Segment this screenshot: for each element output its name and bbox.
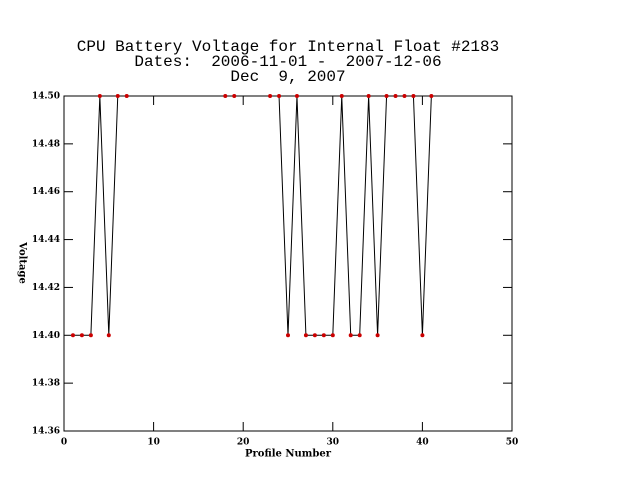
- y-tick-label: 14.40: [32, 331, 60, 341]
- plot-frame: [63, 95, 513, 432]
- data-point: [393, 94, 398, 98]
- chart-date: Dec 9, 2007: [230, 68, 345, 86]
- y-tick-label: 14.36: [32, 427, 60, 437]
- data-point: [339, 94, 344, 98]
- data-point: [223, 94, 228, 98]
- data-point: [366, 94, 371, 98]
- data-point: [402, 94, 407, 98]
- data-point: [420, 333, 425, 338]
- data-point: [321, 333, 326, 338]
- data-point: [411, 94, 416, 98]
- data-point: [88, 333, 93, 338]
- data-line: [72, 95, 432, 336]
- data-point: [268, 94, 273, 98]
- x-tick-label: 20: [237, 438, 250, 448]
- data-point: [294, 94, 299, 98]
- y-tick-label: 14.46: [32, 187, 60, 197]
- data-point: [348, 333, 353, 338]
- y-tick-label: 14.42: [32, 283, 60, 293]
- x-tick-label: 0: [61, 438, 67, 448]
- x-axis-label: Profile Number: [245, 449, 332, 460]
- data-point: [232, 94, 237, 98]
- chart-subtitle: Dates: 2006-11-01 - 2007-12-06: [134, 53, 441, 71]
- data-point: [330, 333, 335, 338]
- y-tick-label: 14.50: [32, 92, 60, 102]
- data-point: [357, 333, 362, 338]
- y-tick-label: 14.48: [32, 139, 60, 149]
- data-point: [115, 94, 120, 98]
- data-point: [79, 333, 84, 338]
- y-axis-label: Voltage: [17, 241, 28, 284]
- data-point: [384, 94, 389, 98]
- y-tick-label: 14.44: [32, 235, 60, 245]
- data-point: [106, 333, 111, 338]
- data-point: [303, 333, 308, 338]
- x-tick-label: 40: [416, 438, 429, 448]
- data-point: [124, 94, 129, 98]
- data-point: [277, 94, 282, 98]
- chart-title: CPU Battery Voltage for Internal Float #…: [77, 38, 499, 56]
- data-point: [375, 333, 380, 338]
- data-point: [97, 94, 102, 98]
- x-tick-label: 30: [327, 438, 340, 448]
- data-point: [312, 333, 317, 338]
- data-point: [286, 333, 290, 338]
- x-tick-label: 50: [506, 438, 519, 448]
- y-tick-label: 14.38: [32, 379, 60, 389]
- data-point: [429, 94, 434, 98]
- x-tick-label: 10: [147, 438, 160, 448]
- data-point: [70, 333, 75, 338]
